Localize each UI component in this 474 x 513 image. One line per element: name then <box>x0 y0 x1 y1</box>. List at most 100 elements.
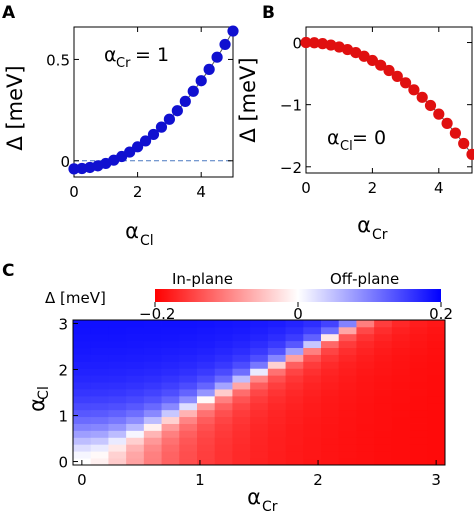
panel-b: B Δ [meV] α Cr α Cl = 0 0 2 4 0 −1 −2 <box>236 3 474 243</box>
heatmap-cell <box>250 382 269 390</box>
heatmap-cell <box>409 354 428 362</box>
heatmap-cell <box>303 423 322 431</box>
heatmap-cell <box>285 395 304 404</box>
heatmap-cell <box>427 430 446 438</box>
panel-b-x-axis-label: α Cr <box>357 213 388 243</box>
heatmap-cell <box>321 437 340 445</box>
heatmap-cell <box>161 368 180 376</box>
heatmap-cell <box>108 326 127 335</box>
heatmap-cell <box>232 354 251 362</box>
panel-b-plot-area: 0 2 4 0 −1 −2 <box>280 26 474 197</box>
heatmap-cell <box>161 382 180 390</box>
heatmap-cell <box>161 340 180 349</box>
heatmap-cell <box>409 437 428 445</box>
heatmap-cell <box>108 395 127 404</box>
panel-b-data-point <box>400 77 412 89</box>
heatmap-cell <box>338 395 357 404</box>
heatmap-cell <box>303 354 322 362</box>
heatmap-cell <box>232 423 251 431</box>
heatmap-cell <box>409 458 428 466</box>
heatmap-cell <box>232 389 251 397</box>
heatmap-cell <box>179 409 198 418</box>
heatmap-cell <box>374 458 393 466</box>
heatmap-cell <box>391 437 410 445</box>
heatmap-cell <box>250 375 269 383</box>
heatmap-cell <box>391 416 410 424</box>
heatmap-cell <box>409 444 428 452</box>
heatmap-cell <box>303 437 322 445</box>
heatmap-cell <box>214 340 233 349</box>
heatmap-cell <box>90 423 109 431</box>
panel-b-x-tick-label: 4 <box>434 179 444 197</box>
heatmap-cell <box>108 382 127 390</box>
heatmap-cell <box>427 444 446 452</box>
heatmap-cell <box>179 320 198 328</box>
panel-a-y-axis-label: Δ [meV] <box>3 65 27 150</box>
panel-c-x-tick-label: 3 <box>431 471 441 489</box>
heatmap-cell <box>427 416 446 424</box>
heatmap-cell <box>374 444 393 452</box>
heatmap-cell <box>303 409 322 418</box>
heatmap-cell <box>143 458 162 466</box>
heatmap-cell <box>321 347 340 355</box>
heatmap-cell <box>161 326 180 335</box>
heatmap-cell <box>179 395 198 404</box>
heatmap-cell <box>143 389 162 397</box>
heatmap-cell <box>267 409 286 418</box>
panel-a-x-axis-label-subscript: Cl <box>140 233 154 249</box>
panel-b-annotation-symbol: α <box>327 127 340 149</box>
heatmap-cell <box>73 333 92 342</box>
heatmap-cell <box>232 416 251 424</box>
heatmap-cell <box>356 402 375 411</box>
panel-a-data-point <box>179 95 191 107</box>
heatmap-cell <box>409 395 428 404</box>
panel-b-data-point <box>308 37 320 49</box>
heatmap-cell <box>214 430 233 438</box>
heatmap-cell <box>303 340 322 349</box>
heatmap-cell <box>285 382 304 390</box>
heatmap-cell <box>321 333 340 342</box>
heatmap-cell <box>179 375 198 383</box>
panel-c-frame <box>72 319 446 466</box>
heatmap-cell <box>250 333 269 342</box>
heatmap-cell <box>90 361 109 369</box>
heatmap-cell <box>409 416 428 424</box>
heatmap-cell <box>285 437 304 445</box>
heatmap-cell <box>303 382 322 390</box>
heatmap-cell <box>90 389 109 397</box>
heatmap-cell <box>197 347 216 355</box>
panel-c-y-axis-label-subscript: Cl <box>36 386 52 400</box>
panel-c-y-axis-label: α Cl <box>25 386 52 412</box>
heatmap-cell <box>73 347 92 355</box>
heatmap-cell <box>250 409 269 418</box>
heatmap-cell <box>391 444 410 452</box>
panel-a-data-point <box>203 63 215 75</box>
heatmap-cell <box>143 347 162 355</box>
heatmap-cell <box>90 320 109 328</box>
heatmap-cell <box>90 354 109 362</box>
heatmap-cell <box>338 451 357 459</box>
heatmap-cell <box>303 402 322 411</box>
heatmap-cell <box>409 326 428 335</box>
heatmap-cell <box>285 354 304 362</box>
heatmap-cell <box>321 375 340 383</box>
heatmap-cell <box>374 409 393 418</box>
heatmap-cell <box>303 326 322 335</box>
heatmap-cell <box>285 402 304 411</box>
heatmap-cell <box>285 368 304 376</box>
heatmap-cell <box>73 340 92 349</box>
heatmap-cell <box>143 451 162 459</box>
heatmap-cell <box>338 458 357 466</box>
heatmap-cell <box>338 333 357 342</box>
heatmap-cell <box>391 389 410 397</box>
panel-a-x-axis-label-symbol: α <box>125 219 139 243</box>
heatmap-cell <box>161 347 180 355</box>
heatmap-cell <box>108 451 127 459</box>
heatmap-cell <box>143 340 162 349</box>
heatmap-cell <box>356 375 375 383</box>
heatmap-cell <box>197 320 216 328</box>
heatmap-cell <box>232 340 251 349</box>
heatmap-cell <box>374 340 393 349</box>
heatmap-cell <box>391 320 410 328</box>
heatmap-cell <box>267 320 286 328</box>
